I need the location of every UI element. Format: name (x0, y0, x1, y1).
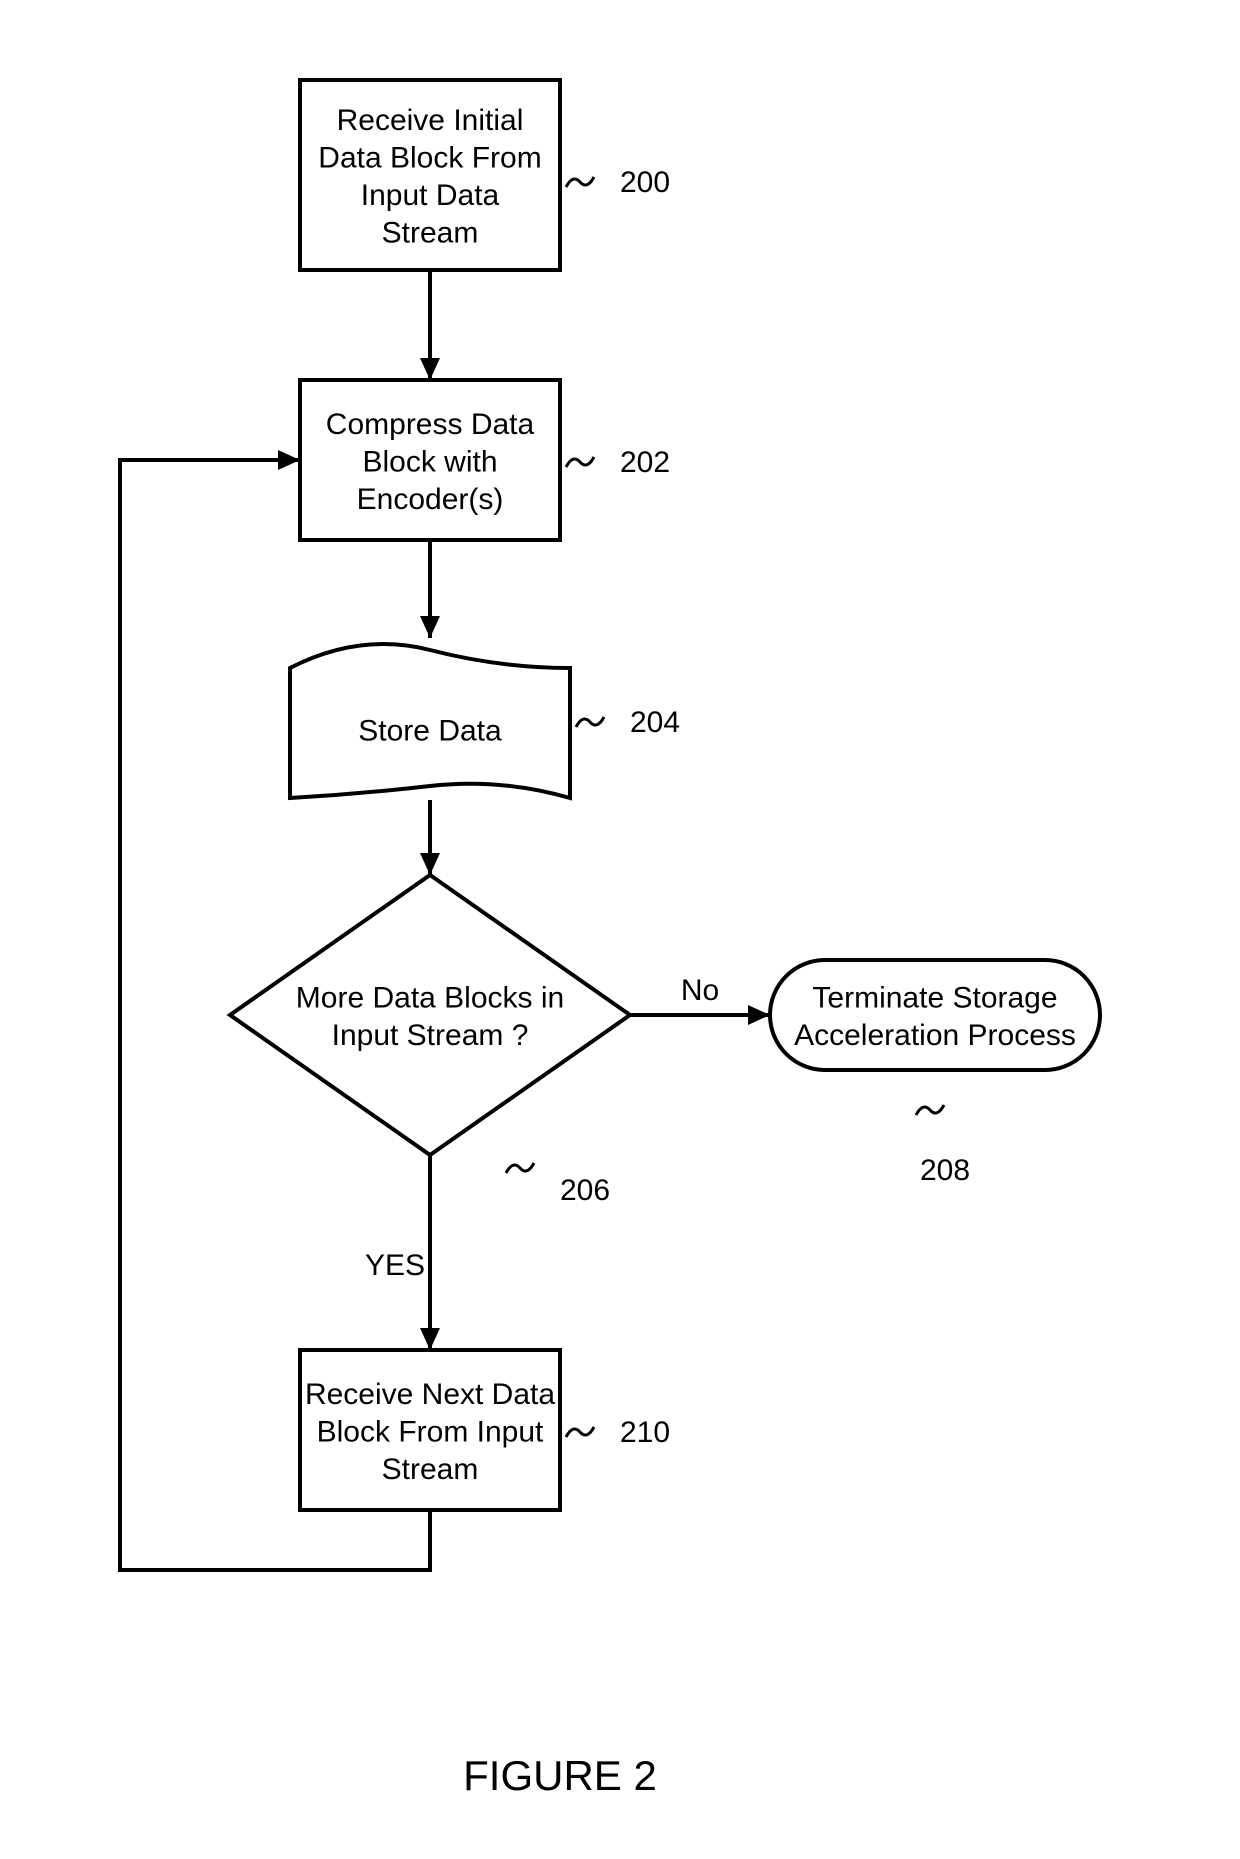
edge-label-e5: YES (365, 1249, 425, 1282)
node-n208 (770, 960, 1100, 1070)
reference-label: 204 (630, 706, 680, 739)
edge-label-e4: No (681, 974, 719, 1007)
node-text-n204: Store Data (358, 714, 502, 747)
reference-label: 210 (620, 1416, 670, 1449)
figure-caption: FIGURE 2 (463, 1752, 657, 1799)
reference-label: 206 (560, 1174, 610, 1207)
canvas-bg (0, 0, 1240, 1859)
reference-label: 200 (620, 166, 670, 199)
reference-label: 202 (620, 446, 670, 479)
terminator-box (770, 960, 1100, 1070)
reference-label: 208 (920, 1154, 970, 1187)
